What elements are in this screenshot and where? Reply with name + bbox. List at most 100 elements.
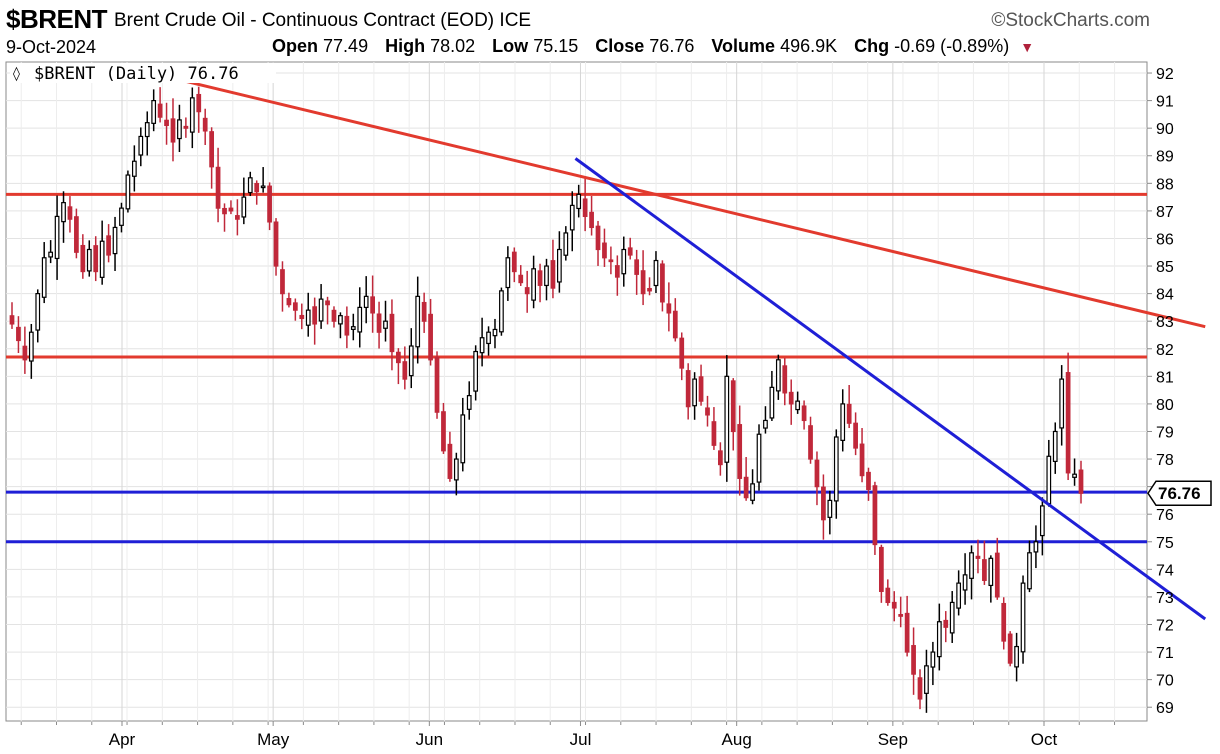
candle-body bbox=[878, 546, 884, 593]
candle-body bbox=[711, 421, 717, 446]
candle-body bbox=[956, 582, 962, 609]
candle-body bbox=[885, 587, 891, 604]
candle-body bbox=[924, 665, 929, 694]
candle-body bbox=[35, 293, 41, 331]
legend-bg bbox=[10, 63, 276, 83]
candle-body bbox=[48, 251, 54, 258]
x-tick-label: Aug bbox=[722, 730, 752, 749]
candle-body bbox=[821, 486, 826, 521]
candle-body bbox=[511, 251, 517, 273]
candle-body bbox=[724, 375, 730, 463]
candle-body bbox=[144, 122, 150, 138]
candle-body bbox=[872, 485, 878, 546]
candle-body bbox=[576, 193, 582, 210]
candle-body bbox=[170, 118, 176, 143]
candle-body bbox=[705, 407, 710, 416]
candle-body bbox=[280, 269, 285, 295]
y-tick-label: 70 bbox=[1156, 673, 1174, 690]
candle-body bbox=[930, 651, 936, 668]
candle-body bbox=[215, 166, 221, 209]
candle-body bbox=[209, 131, 215, 168]
candle-body bbox=[589, 211, 594, 229]
candle-body bbox=[602, 242, 607, 259]
candle-body bbox=[627, 247, 633, 256]
y-tick-label: 83 bbox=[1156, 314, 1174, 331]
candle-body bbox=[943, 619, 949, 628]
y-tick-label: 90 bbox=[1156, 121, 1174, 138]
y-tick-label: 80 bbox=[1156, 397, 1174, 414]
candle-body bbox=[86, 248, 92, 272]
candle-body bbox=[331, 309, 337, 322]
candle-body bbox=[975, 555, 981, 559]
trend-line bbox=[574, 157, 1207, 621]
candle-body bbox=[782, 365, 788, 394]
candle-body bbox=[550, 260, 556, 289]
candle-body bbox=[692, 378, 697, 407]
last-price-tag: 76.76 bbox=[1147, 480, 1212, 506]
candle-body bbox=[74, 216, 79, 253]
last-price-tag-shape bbox=[1147, 480, 1212, 506]
candle-body bbox=[808, 425, 813, 460]
candle-body bbox=[1046, 455, 1052, 505]
candle-body bbox=[428, 313, 433, 361]
close-group: Close 76.76 bbox=[595, 36, 700, 56]
candle-body bbox=[312, 306, 318, 325]
candle-body bbox=[962, 574, 968, 591]
candle-body bbox=[563, 232, 569, 256]
candle-body bbox=[904, 612, 910, 653]
candle-body bbox=[1065, 372, 1071, 474]
candle-body bbox=[99, 240, 105, 278]
candle-body bbox=[917, 677, 923, 700]
candle-body bbox=[299, 314, 305, 320]
candle-body bbox=[750, 483, 755, 501]
candle-body bbox=[660, 263, 665, 303]
high-label: High bbox=[385, 36, 426, 56]
x-tick-label: May bbox=[257, 730, 290, 749]
candle-body bbox=[891, 601, 897, 609]
candle-body bbox=[994, 552, 1000, 598]
x-tick-label: Jul bbox=[570, 730, 592, 749]
candle-body bbox=[434, 356, 440, 413]
candle-body bbox=[1039, 505, 1045, 537]
candle-body bbox=[402, 361, 408, 380]
candle-body bbox=[1007, 633, 1013, 664]
y-tick-label: 79 bbox=[1156, 424, 1174, 441]
candlesticks bbox=[9, 86, 1084, 713]
volume-value: 496.9K bbox=[780, 36, 838, 56]
trend-line bbox=[116, 63, 1206, 329]
candle-body bbox=[795, 400, 801, 411]
candle-body bbox=[177, 119, 182, 140]
candle-body bbox=[383, 320, 388, 329]
candle-body bbox=[318, 298, 324, 322]
brand-watermark[interactable]: ©StockCharts.com bbox=[991, 10, 1150, 31]
candle-body bbox=[396, 351, 401, 364]
candle-body bbox=[1027, 552, 1032, 590]
candle-body bbox=[949, 601, 955, 634]
candle-body bbox=[679, 337, 685, 369]
candle-body bbox=[698, 376, 704, 402]
candle-body bbox=[453, 458, 459, 481]
candle-body bbox=[756, 433, 762, 483]
trend-lines bbox=[116, 63, 1207, 621]
y-tick-label: 82 bbox=[1156, 342, 1174, 359]
candle-body bbox=[634, 259, 640, 275]
y-tick-label: 71 bbox=[1156, 645, 1174, 662]
candle-body bbox=[653, 259, 659, 287]
candle-body bbox=[1033, 541, 1039, 553]
candle-body bbox=[969, 552, 974, 579]
y-tick-label: 72 bbox=[1156, 617, 1174, 634]
candle-body bbox=[557, 248, 562, 283]
low-value: 75.15 bbox=[533, 36, 579, 56]
candle-body bbox=[447, 443, 453, 479]
y-tick-label: 88 bbox=[1156, 176, 1174, 193]
down-triangle-icon: ▼ bbox=[1020, 39, 1035, 55]
candle-body bbox=[325, 300, 330, 306]
candle-body bbox=[1059, 378, 1065, 429]
candle-body bbox=[544, 265, 549, 287]
x-axis: Apr May Jun Jul Aug Sep Oct bbox=[20, 721, 1116, 749]
candle-body bbox=[518, 274, 524, 284]
candle-body bbox=[125, 174, 131, 210]
candle-body bbox=[1072, 473, 1077, 478]
candle-body bbox=[376, 313, 382, 333]
